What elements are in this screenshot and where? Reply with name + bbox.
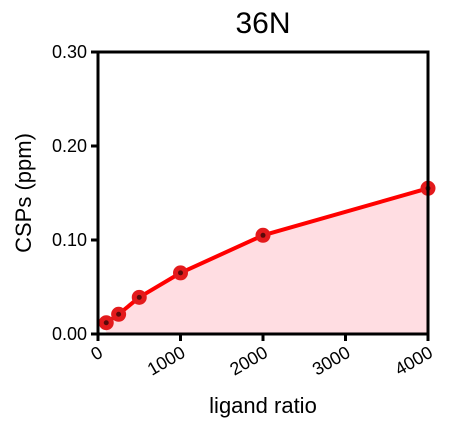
x-axis-label: ligand ratio — [209, 393, 317, 418]
x-tick-label: 1000 — [144, 342, 189, 379]
x-tick-label: 4000 — [391, 342, 436, 379]
data-point-center — [116, 311, 122, 317]
chart-title: 36N — [235, 7, 290, 40]
series-area-fill — [106, 188, 428, 334]
data-point-center — [136, 294, 142, 300]
y-tick-label: 0.20 — [52, 136, 87, 156]
data-point-center — [178, 270, 183, 276]
y-tick-label: 0.00 — [52, 324, 87, 344]
x-tick-label: 2000 — [226, 342, 271, 379]
y-axis-label: CSPs (ppm) — [11, 133, 36, 253]
y-tick-label: 0.10 — [52, 230, 87, 250]
y-tick-label: 0.30 — [52, 42, 87, 62]
plot-area: 0.00 0.10 0.20 0.30 0 1000 2000 3000 4000 — [52, 42, 436, 379]
x-tick-label: 3000 — [309, 342, 354, 379]
data-point-center — [260, 232, 266, 238]
data-point-center — [103, 320, 109, 326]
x-tick-label: 0 — [87, 342, 106, 364]
